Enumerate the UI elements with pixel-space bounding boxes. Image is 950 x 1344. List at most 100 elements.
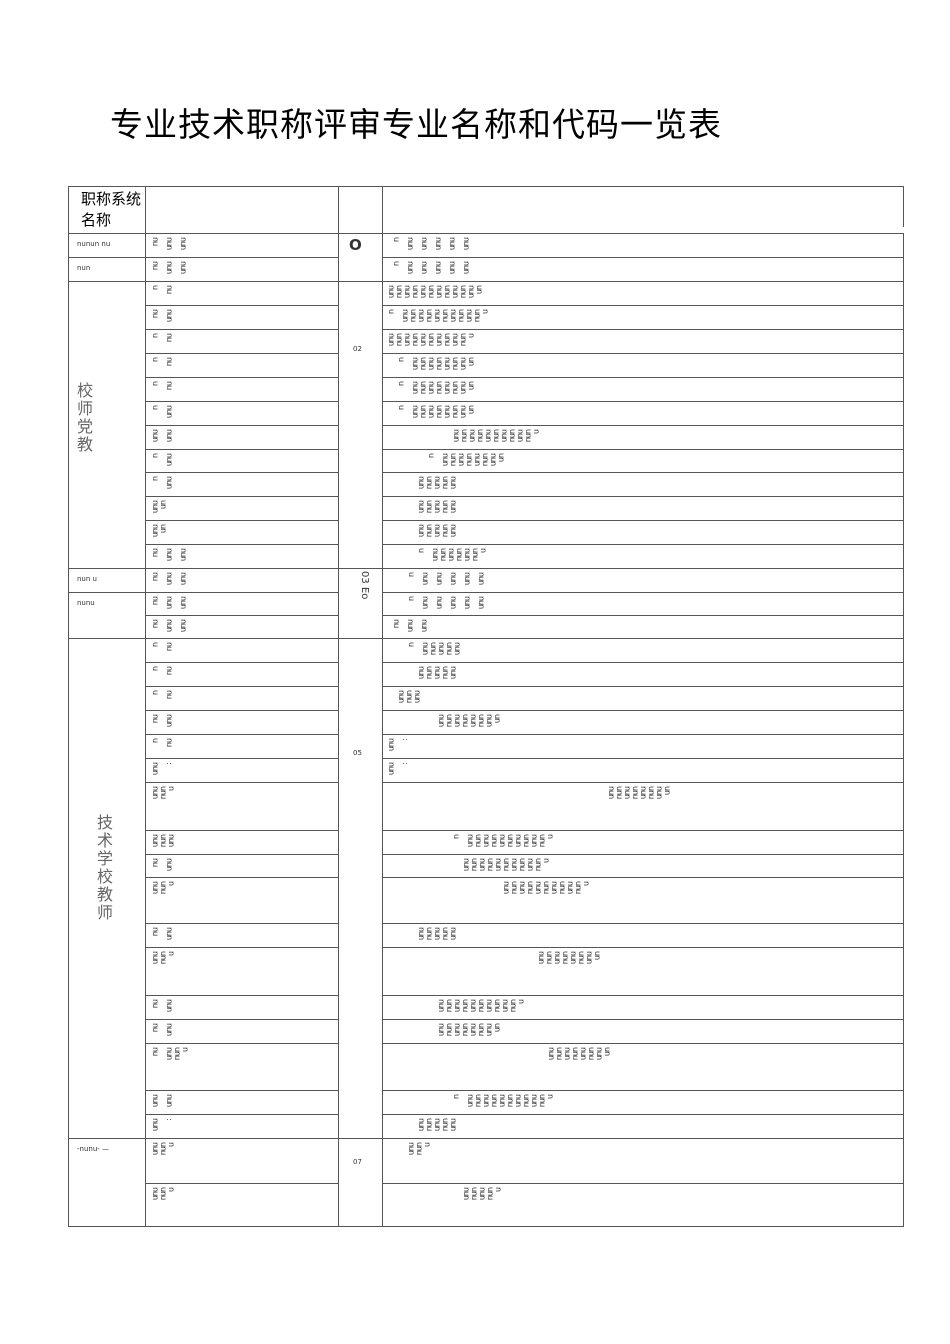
garbled-text: u nununununununununun bbox=[417, 548, 488, 561]
table-row-code: nu nun nun bbox=[382, 615, 904, 639]
group-label: nunun nu bbox=[77, 240, 111, 248]
garbled-text: nununununununununununun bbox=[547, 1047, 612, 1060]
group-cell: -nunu- — bbox=[68, 1138, 146, 1227]
garbled-text: nununun bbox=[151, 786, 176, 799]
group-cell: nun bbox=[68, 257, 146, 282]
table-row-name: u nu bbox=[145, 734, 339, 759]
table-row-code: u nununununununununununun bbox=[382, 401, 904, 426]
code-cell: 05 bbox=[338, 638, 383, 1139]
garbled-text: u nununununununununununun bbox=[397, 405, 476, 418]
group-cell: nun u bbox=[68, 568, 146, 593]
garbled-text: u nununununununun bbox=[407, 642, 462, 655]
garbled-text: u nu bbox=[151, 357, 174, 366]
garbled-text: u nununununununununununun bbox=[427, 453, 506, 466]
garbled-text: nununun bbox=[407, 1142, 432, 1155]
code-cell: 03 Eo bbox=[338, 568, 383, 639]
garbled-text: u nun nun nun nun nun bbox=[392, 261, 471, 274]
table-row-code: u nun nun nun nun nun bbox=[382, 568, 904, 593]
table-row-name: u nun bbox=[145, 401, 339, 426]
garbled-text: nunununununun bbox=[462, 1187, 503, 1200]
garbled-text: u nun nun nun nun nun bbox=[407, 596, 486, 609]
garbled-text: nunun bbox=[151, 524, 168, 537]
group-cell: 校师党教 bbox=[68, 281, 146, 569]
table-row-name: u nu bbox=[145, 329, 339, 354]
header-col2 bbox=[145, 186, 339, 234]
group-cell: 技术学校教师 bbox=[68, 638, 146, 1139]
table-row-name: nun nun bbox=[145, 425, 339, 450]
table-row-name: nununun bbox=[145, 877, 339, 924]
garbled-text: nu nun nun bbox=[151, 572, 188, 585]
garbled-text: u nu bbox=[151, 285, 174, 294]
garbled-text: nununun bbox=[151, 1187, 176, 1200]
table-row-name: nu nun nun bbox=[145, 592, 339, 616]
table-row-name: nu nun bbox=[145, 710, 339, 735]
table-row-code: nun : bbox=[382, 758, 904, 783]
garbled-text: u nununununununununununun bbox=[397, 357, 476, 370]
table-row-code: nununununununununununun bbox=[382, 710, 904, 735]
table-row-code: u nununununununununununununununun bbox=[382, 1090, 904, 1115]
table-row-code: u nununununununununununun bbox=[382, 353, 904, 378]
table-row-code: nununununununununununununununun bbox=[382, 854, 904, 878]
code-cell: O bbox=[338, 233, 383, 282]
table-row-name: u nun bbox=[145, 449, 339, 473]
table-row-name: u nu bbox=[145, 638, 339, 663]
group-label: nunu bbox=[77, 599, 95, 607]
table-row-code: u nununununununununununununununun bbox=[382, 830, 904, 855]
table-bottom-border bbox=[68, 1226, 904, 1227]
table-row-name: nun : bbox=[145, 1114, 339, 1139]
table-row-name: nu nun bbox=[145, 923, 339, 948]
garbled-text: nu nun nun bbox=[392, 619, 429, 632]
table-row-name: u nu bbox=[145, 377, 339, 402]
table-row-code: nununun bbox=[382, 1138, 904, 1184]
garbled-text: nun : bbox=[151, 762, 174, 775]
table-row-code: nununununununununununununununununun bbox=[382, 281, 904, 306]
group-label: 技术学校教师 bbox=[97, 813, 114, 922]
group-label: nun bbox=[77, 264, 91, 272]
garbled-text: nu nun nun bbox=[151, 619, 188, 632]
code-cell: 07 bbox=[338, 1138, 383, 1227]
table-row-name: nu nun bbox=[145, 854, 339, 878]
code-cell: 02 bbox=[338, 281, 383, 569]
table-row-code: nununununununununununununununun bbox=[382, 329, 904, 354]
garbled-text: nu nun nun bbox=[151, 237, 188, 250]
garbled-text: nu nun bbox=[151, 858, 174, 871]
garbled-text: nunununun bbox=[397, 690, 422, 703]
garbled-text: nu nununun bbox=[151, 1047, 190, 1060]
table-row-code: nun : bbox=[382, 734, 904, 759]
header-system-name: 职称系统名称 bbox=[68, 186, 146, 234]
table-row-code: u nun nun nun nun nun bbox=[382, 233, 904, 258]
table-row-code: u nununununununun bbox=[382, 638, 904, 663]
garbled-text: u nun bbox=[151, 476, 174, 489]
header-col3 bbox=[338, 186, 383, 234]
table-row-code: u nununununununununununun bbox=[382, 377, 904, 402]
table-row-name: u nun bbox=[145, 472, 339, 497]
table-row-name: u nu bbox=[145, 281, 339, 306]
garbled-text: nununununununununununun bbox=[537, 951, 602, 964]
table-row-name: nununun bbox=[145, 1138, 339, 1184]
garbled-text: nununununununununununununununun bbox=[502, 881, 591, 894]
table-row-code: nununununununun bbox=[382, 662, 904, 687]
table-row-name: nunun bbox=[145, 496, 339, 521]
table-row-name: nun : bbox=[145, 758, 339, 783]
garbled-text: nununununununununununununununununun bbox=[387, 285, 484, 298]
table-row-code: nunununununun bbox=[382, 1183, 904, 1227]
header-col4 bbox=[382, 186, 904, 234]
header-label: 职称系统名称 bbox=[81, 190, 142, 229]
garbled-text: u nununununununununununununununun bbox=[452, 834, 555, 847]
group-label: -nunu- — bbox=[77, 1145, 110, 1153]
garbled-text: nu nun bbox=[151, 999, 174, 1012]
table-row-name: nun nun bbox=[145, 1090, 339, 1115]
garbled-text: u nu bbox=[151, 642, 174, 651]
table-row-name: nu nun bbox=[145, 305, 339, 330]
garbled-text: nun nun bbox=[151, 429, 174, 442]
garbled-text: u nu bbox=[151, 690, 174, 699]
table-row-code: nununununununununununun bbox=[382, 1043, 904, 1091]
garbled-text: nun : bbox=[387, 738, 410, 751]
garbled-text: u nun nun nun nun nun bbox=[392, 237, 471, 250]
garbled-text: nununununununun bbox=[417, 500, 458, 513]
group-label: 校师党教 bbox=[77, 381, 94, 455]
garbled-text: nununununununun bbox=[417, 524, 458, 537]
table-row-code: nununununununun bbox=[382, 472, 904, 497]
table-row-name: nunununun bbox=[145, 830, 339, 855]
garbled-text: u nu bbox=[151, 333, 174, 342]
